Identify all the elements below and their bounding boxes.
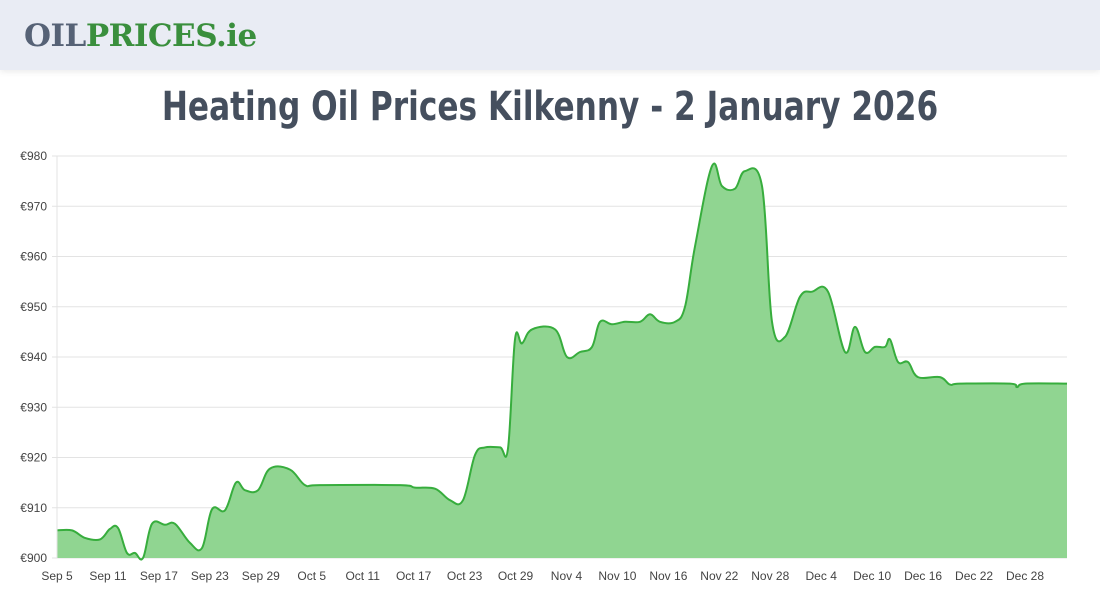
x-tick-label: Dec 22	[955, 569, 993, 583]
x-tick-label: Oct 5	[297, 569, 326, 583]
x-tick-label: Sep 23	[191, 569, 229, 583]
site-header: OILPRICES.ie	[0, 0, 1100, 70]
y-tick-label: €940	[20, 350, 47, 364]
x-tick-label: Oct 11	[345, 569, 380, 583]
x-tick-label: Dec 10	[853, 569, 891, 583]
x-tick-label: Dec 28	[1006, 569, 1044, 583]
price-area-fill	[57, 163, 1067, 560]
logo-text-oil: OIL	[24, 18, 86, 54]
x-tick-label: Oct 29	[498, 569, 534, 583]
x-tick-label: Sep 17	[140, 569, 178, 583]
x-tick-label: Sep 29	[242, 569, 280, 583]
y-tick-label: €920	[20, 451, 47, 465]
x-tick-label: Sep 11	[89, 569, 126, 583]
x-tick-label: Nov 22	[700, 569, 738, 583]
y-axis-labels: €900 €910 €920 €930 €940 €950 €960 €970 €980	[20, 149, 47, 565]
y-tick-label: €980	[20, 149, 47, 163]
price-line	[56, 162, 1068, 561]
y-tick-label: €970	[20, 199, 47, 213]
page-title: Heating Oil Prices Kilkenny - 2 January …	[161, 84, 939, 130]
y-tick-label: €960	[20, 250, 47, 264]
x-tick-label: Sep 5	[41, 569, 73, 583]
x-tick-label: Oct 23	[447, 569, 483, 583]
site-logo[interactable]: OILPRICES.ie	[24, 14, 257, 58]
x-tick-label: Dec 16	[904, 569, 942, 583]
x-tick-label: Nov 10	[598, 569, 636, 583]
x-tick-label: Dec 4	[806, 569, 838, 583]
y-tick-label: €950	[20, 300, 47, 314]
y-tick-label: €910	[20, 501, 47, 515]
y-tick-label: €930	[20, 400, 47, 414]
logo-text-prices: PRICES.ie	[85, 18, 257, 54]
x-tick-label: Nov 16	[649, 569, 687, 583]
x-tick-label: Nov 28	[751, 569, 789, 583]
y-tick-label: €900	[20, 551, 47, 565]
x-tick-label: Oct 17	[396, 569, 432, 583]
x-tick-label: Nov 4	[551, 569, 583, 583]
x-axis-labels: Sep 5 Sep 11 Sep 17 Sep 23 Sep 29 Oct 5 Oct 11…	[41, 569, 1044, 583]
